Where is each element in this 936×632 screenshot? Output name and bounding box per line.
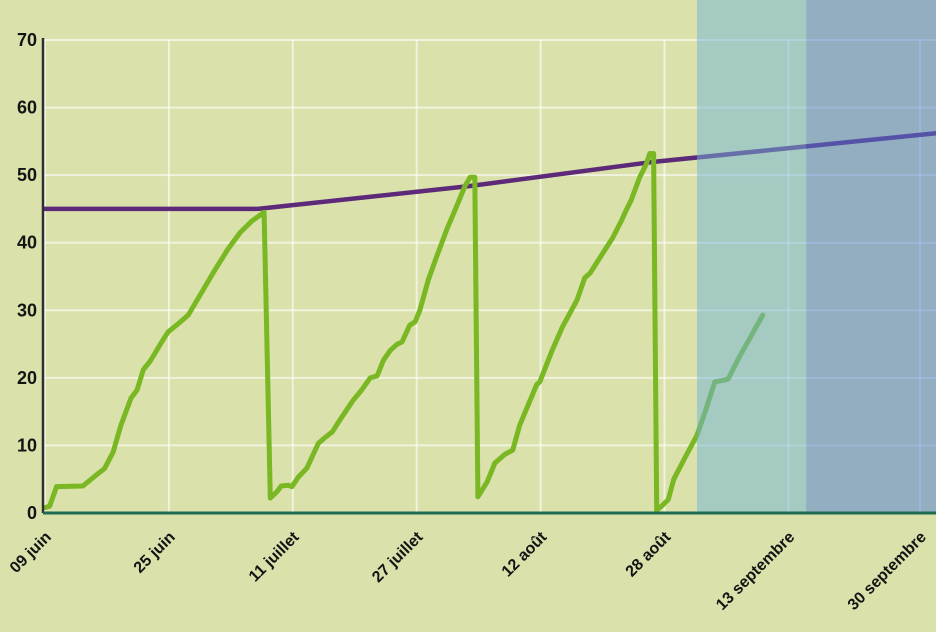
y-tick-label: 10 xyxy=(17,435,37,455)
series-observed-line xyxy=(42,151,766,513)
region-forecast-near xyxy=(696,0,807,513)
y-tick-label: 30 xyxy=(17,300,37,320)
y-tick-label: 70 xyxy=(17,30,37,50)
region-forecast-far xyxy=(806,0,936,513)
y-tick-label: 60 xyxy=(17,98,37,118)
y-tick-label: 40 xyxy=(17,233,37,253)
y-tick-label: 50 xyxy=(17,165,37,185)
y-tick-label: 0 xyxy=(27,503,37,523)
y-tick-label: 20 xyxy=(17,368,37,388)
